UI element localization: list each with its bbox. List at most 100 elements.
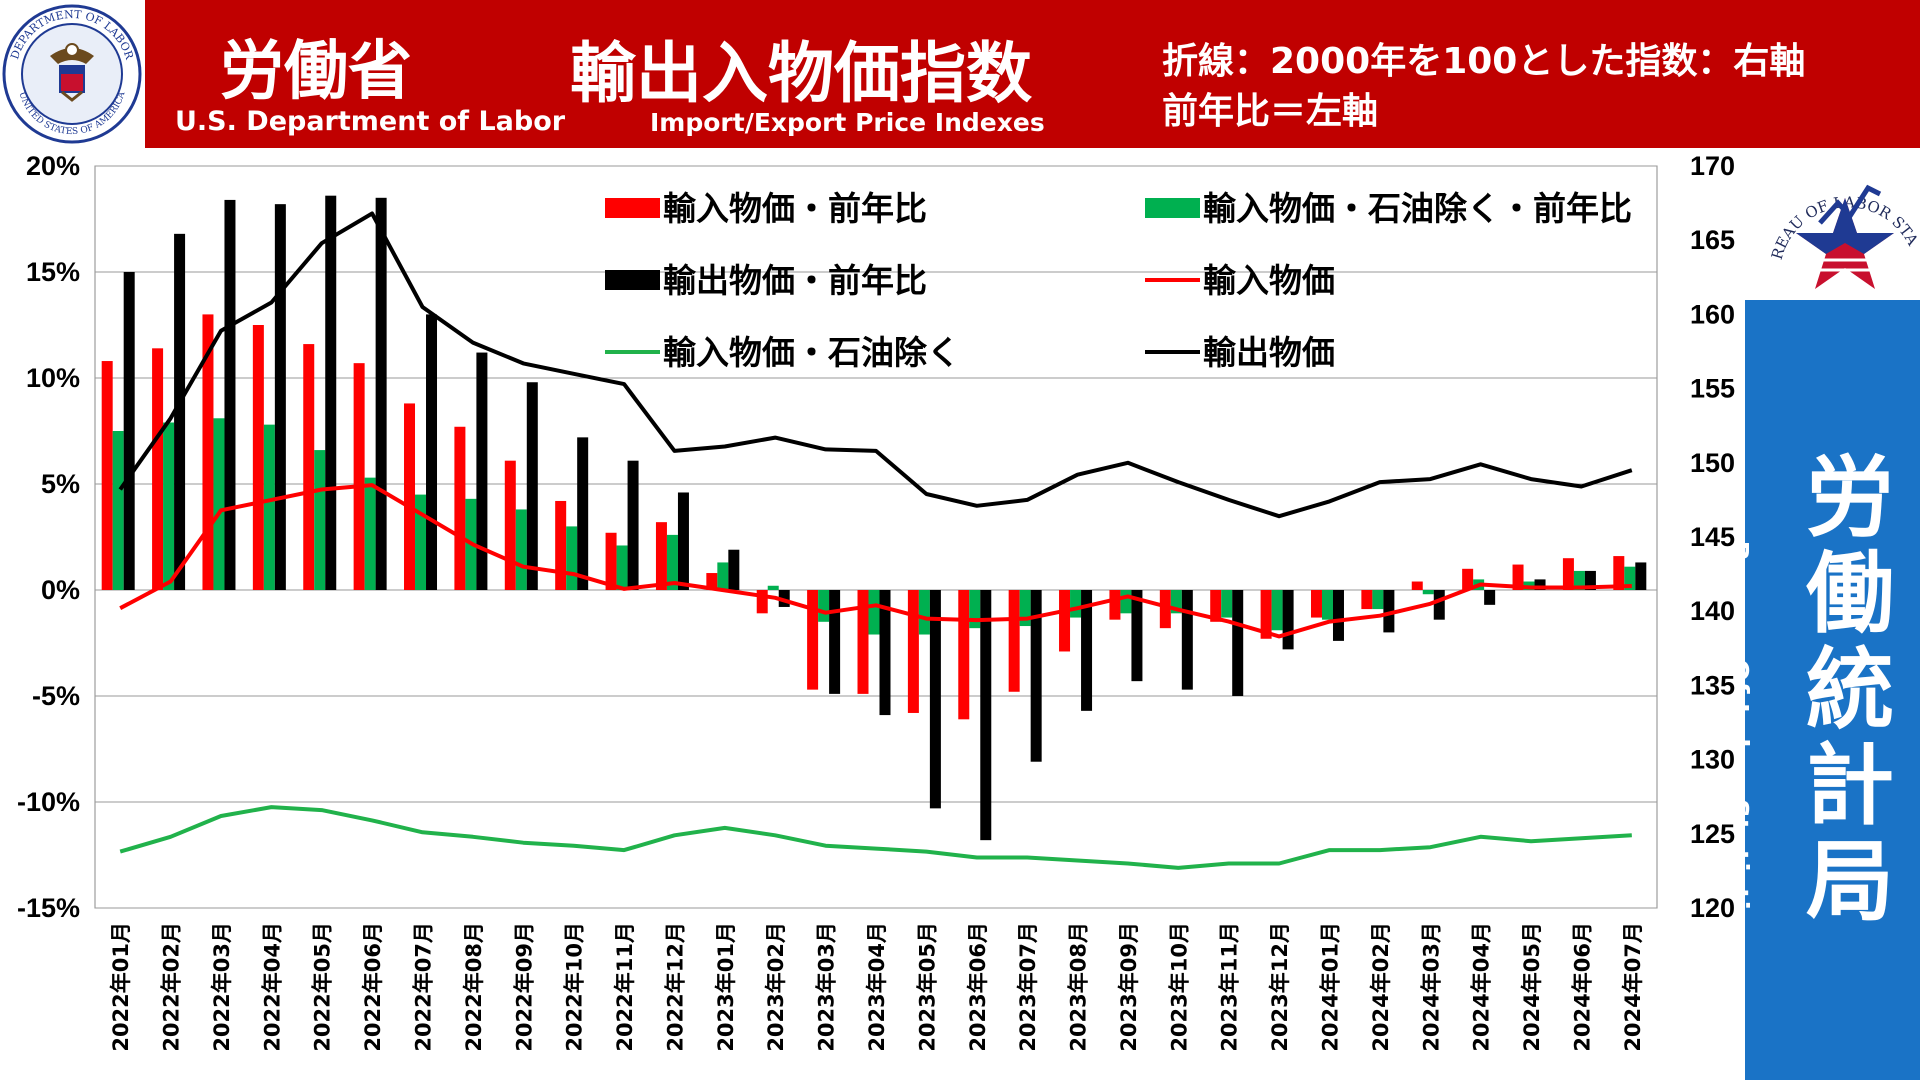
bls-name-ja-char: 計 xyxy=(1805,734,1894,837)
x-tick-label: 2023年10月 xyxy=(1167,922,1191,1052)
x-tick-label: 2022年04月 xyxy=(260,922,284,1052)
x-tick-label: 2024年04月 xyxy=(1470,922,1494,1052)
bar xyxy=(364,477,376,590)
right-tick-label: 160 xyxy=(1690,299,1735,329)
x-tick-label: 2022年11月 xyxy=(613,922,637,1052)
bar xyxy=(1109,590,1121,620)
x-tick-label: 2022年05月 xyxy=(311,922,335,1052)
bar xyxy=(1433,590,1445,620)
department-of-labor-seal: DEPARTMENT OF LABOR UNITED STATES OF AME… xyxy=(0,0,145,148)
bar xyxy=(627,460,639,590)
x-tick-label: 2023年02月 xyxy=(764,922,788,1052)
bar xyxy=(515,509,527,590)
bars xyxy=(101,195,1647,841)
bar xyxy=(303,344,315,590)
header-red-band xyxy=(145,0,1920,148)
x-tick-label: 2024年07月 xyxy=(1621,922,1645,1052)
series-line xyxy=(119,483,1632,639)
bar xyxy=(101,361,113,590)
bar xyxy=(415,494,427,590)
x-tick-label: 2023年05月 xyxy=(915,922,939,1052)
bar xyxy=(1019,590,1031,627)
bls-name-ja-char: 労 xyxy=(1805,446,1894,549)
right-tick-label: 170 xyxy=(1690,151,1735,181)
bar xyxy=(907,590,919,713)
left-tick-label: -10% xyxy=(17,787,80,817)
right-tick-label: 165 xyxy=(1690,225,1735,255)
bar xyxy=(767,585,779,590)
series-line xyxy=(118,211,1633,519)
x-tick-label: 2022年07月 xyxy=(412,922,436,1052)
legend-label: 輸入物価・石油除く・前年比 xyxy=(1203,189,1632,228)
bar xyxy=(829,590,841,694)
x-axis: 2022年01月 2022年02月 2022年03月 2022年04月 2022年05月… xyxy=(109,922,1645,1052)
bar xyxy=(1635,562,1647,590)
bar xyxy=(1383,590,1395,633)
bar xyxy=(1260,590,1272,639)
bar xyxy=(1411,581,1423,590)
bar xyxy=(1372,590,1384,610)
left-tick-label: -15% xyxy=(17,893,80,923)
bar xyxy=(152,348,164,590)
bar xyxy=(123,272,135,590)
bar xyxy=(879,590,891,716)
bar xyxy=(1008,590,1020,692)
x-tick-label: 2022年03月 xyxy=(210,922,234,1052)
bar xyxy=(1221,590,1233,618)
bls-name-ja-char: 統 xyxy=(1805,638,1894,741)
bar xyxy=(476,352,488,590)
legend-swatch xyxy=(1145,198,1200,218)
right-tick-label: 155 xyxy=(1690,374,1735,404)
x-tick-label: 2023年12月 xyxy=(1268,922,1292,1052)
x-tick-label: 2023年01月 xyxy=(714,922,738,1052)
bar xyxy=(566,526,578,590)
bar xyxy=(112,431,124,590)
star-icon xyxy=(1796,184,1894,289)
bar xyxy=(577,437,589,590)
bar xyxy=(202,314,214,590)
bar xyxy=(375,197,387,591)
bar xyxy=(454,426,466,590)
bar xyxy=(1131,590,1143,682)
x-tick-label: 2022年02月 xyxy=(160,922,184,1052)
bar xyxy=(857,590,869,694)
bar xyxy=(1613,556,1625,590)
bls-name-ja: 労 働 統 計 局 xyxy=(1800,450,1900,930)
x-tick-label: 2022年12月 xyxy=(663,922,687,1052)
left-tick-label: 5% xyxy=(41,469,80,499)
lines xyxy=(118,211,1633,870)
bar xyxy=(969,590,981,629)
bar xyxy=(426,314,438,590)
bar xyxy=(1282,590,1294,650)
right-tick-label: 125 xyxy=(1690,819,1735,849)
legend-label: 輸入物価・石油除く xyxy=(663,333,960,372)
axis-note-line1: 折線：2000年を100とした指数：右軸 xyxy=(1162,41,1806,82)
x-tick-label: 2023年08月 xyxy=(1067,922,1091,1052)
bar xyxy=(1210,590,1222,622)
bar xyxy=(1059,590,1071,652)
bar xyxy=(1170,590,1182,614)
ministry-name-en: U.S. Department of Labor xyxy=(175,106,566,137)
bar xyxy=(1361,590,1373,610)
bar xyxy=(404,403,416,590)
bar xyxy=(728,549,740,590)
x-tick-label: 2022年09月 xyxy=(512,922,536,1052)
left-tick-label: -5% xyxy=(32,681,80,711)
bar xyxy=(807,590,819,690)
bar xyxy=(1181,590,1193,690)
bar xyxy=(325,195,337,590)
bar xyxy=(818,590,830,622)
bar xyxy=(1030,590,1042,762)
x-tick-label: 2023年03月 xyxy=(815,922,839,1052)
bar xyxy=(1624,566,1636,590)
eagle-icon xyxy=(50,43,94,102)
right-tick-label: 145 xyxy=(1690,522,1735,552)
bar xyxy=(958,590,970,720)
bar xyxy=(605,532,617,590)
right-tick-label: 135 xyxy=(1690,670,1735,700)
bar xyxy=(677,492,689,590)
bar xyxy=(1512,564,1524,590)
x-tick-label: 2023年07月 xyxy=(1016,922,1040,1052)
bls-side-panel xyxy=(1745,300,1920,1080)
bar xyxy=(174,233,186,590)
